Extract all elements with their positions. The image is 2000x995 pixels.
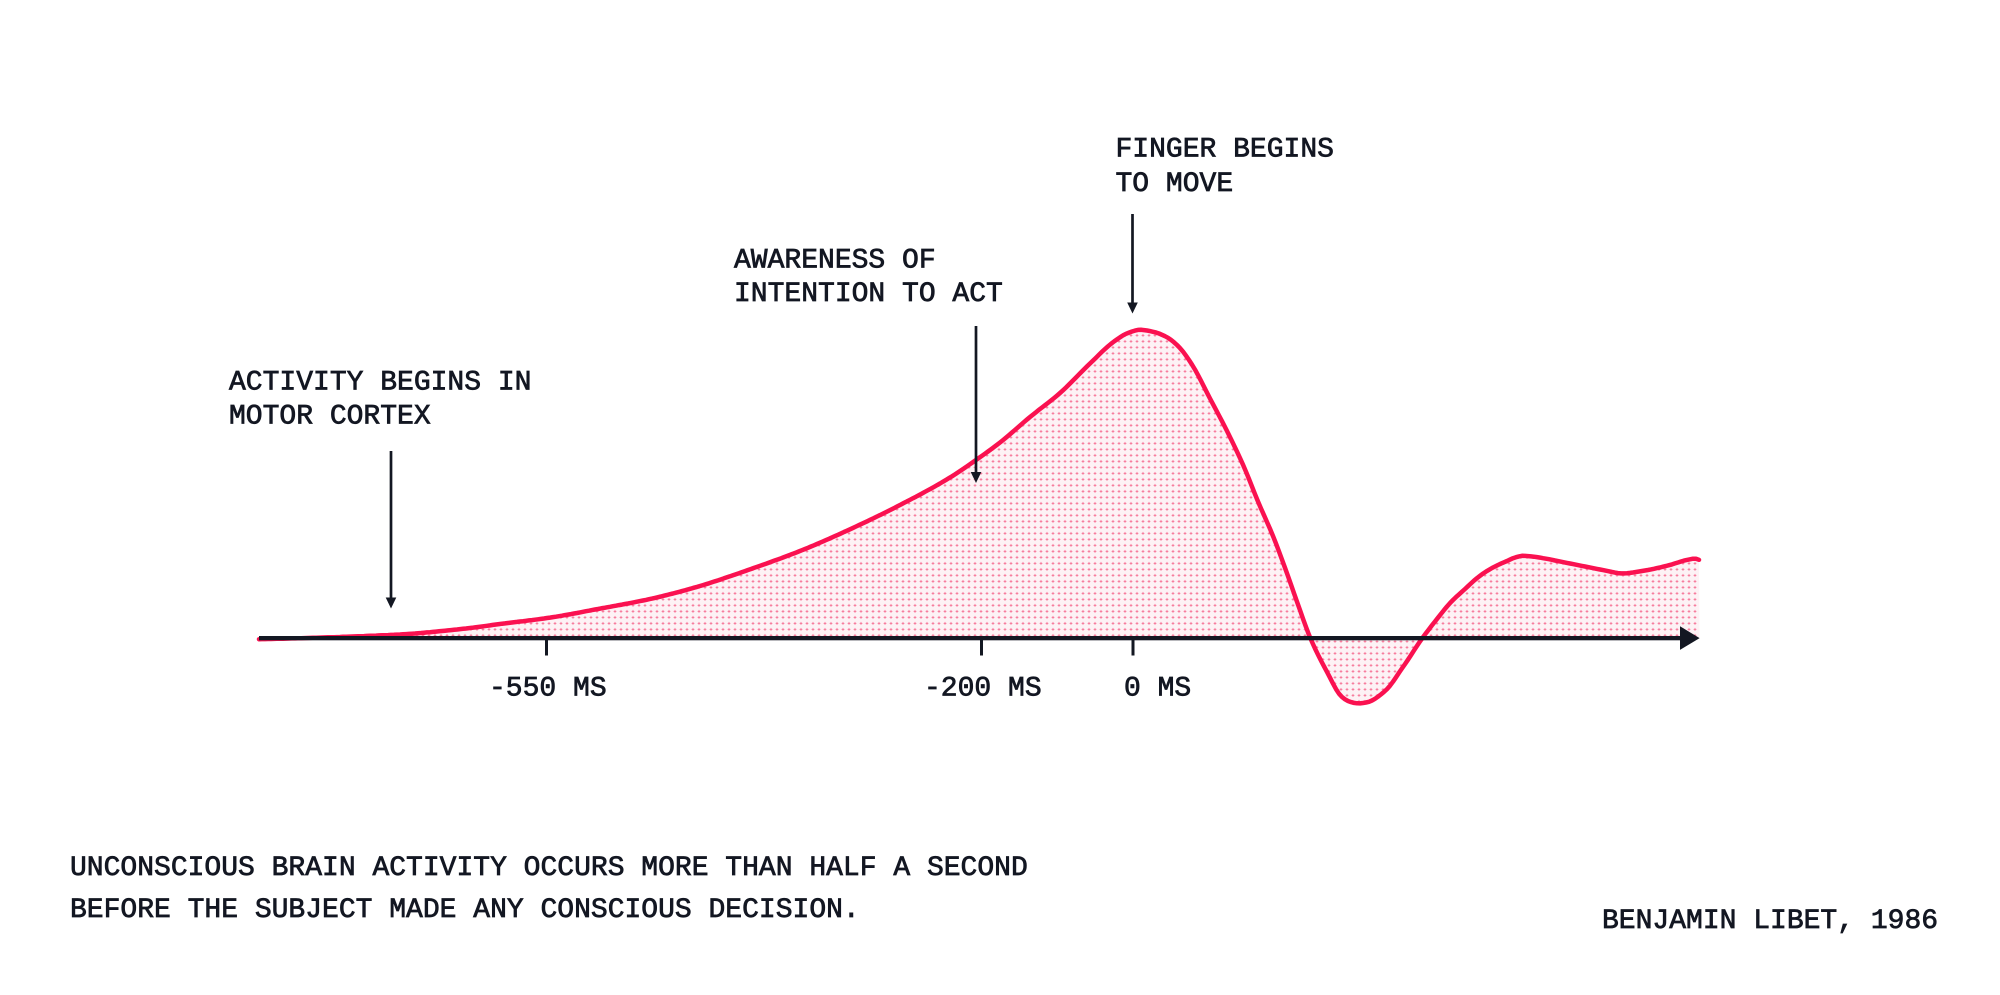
svg-text:UNCONSCIOUS BRAIN ACTIVITY OCC: UNCONSCIOUS BRAIN ACTIVITY OCCURS MORE T… xyxy=(70,853,1028,884)
svg-text:ACTIVITY BEGINS IN: ACTIVITY BEGINS IN xyxy=(229,367,531,398)
svg-text:TO MOVE: TO MOVE xyxy=(1116,169,1234,200)
svg-text:-200 MS: -200 MS xyxy=(924,674,1042,705)
svg-text:BENJAMIN LIBET, 1986: BENJAMIN LIBET, 1986 xyxy=(1602,906,1938,937)
svg-text:BEFORE THE SUBJECT MADE ANY CO: BEFORE THE SUBJECT MADE ANY CONSCIOUS DE… xyxy=(70,895,860,926)
svg-text:AWARENESS OF: AWARENESS OF xyxy=(734,245,936,276)
svg-text:-550 MS: -550 MS xyxy=(489,674,607,705)
svg-text:INTENTION TO ACT: INTENTION TO ACT xyxy=(734,279,1003,310)
svg-text:FINGER BEGINS: FINGER BEGINS xyxy=(1116,134,1334,165)
svg-text:0 MS: 0 MS xyxy=(1124,674,1191,705)
svg-text:MOTOR CORTEX: MOTOR CORTEX xyxy=(229,402,431,433)
